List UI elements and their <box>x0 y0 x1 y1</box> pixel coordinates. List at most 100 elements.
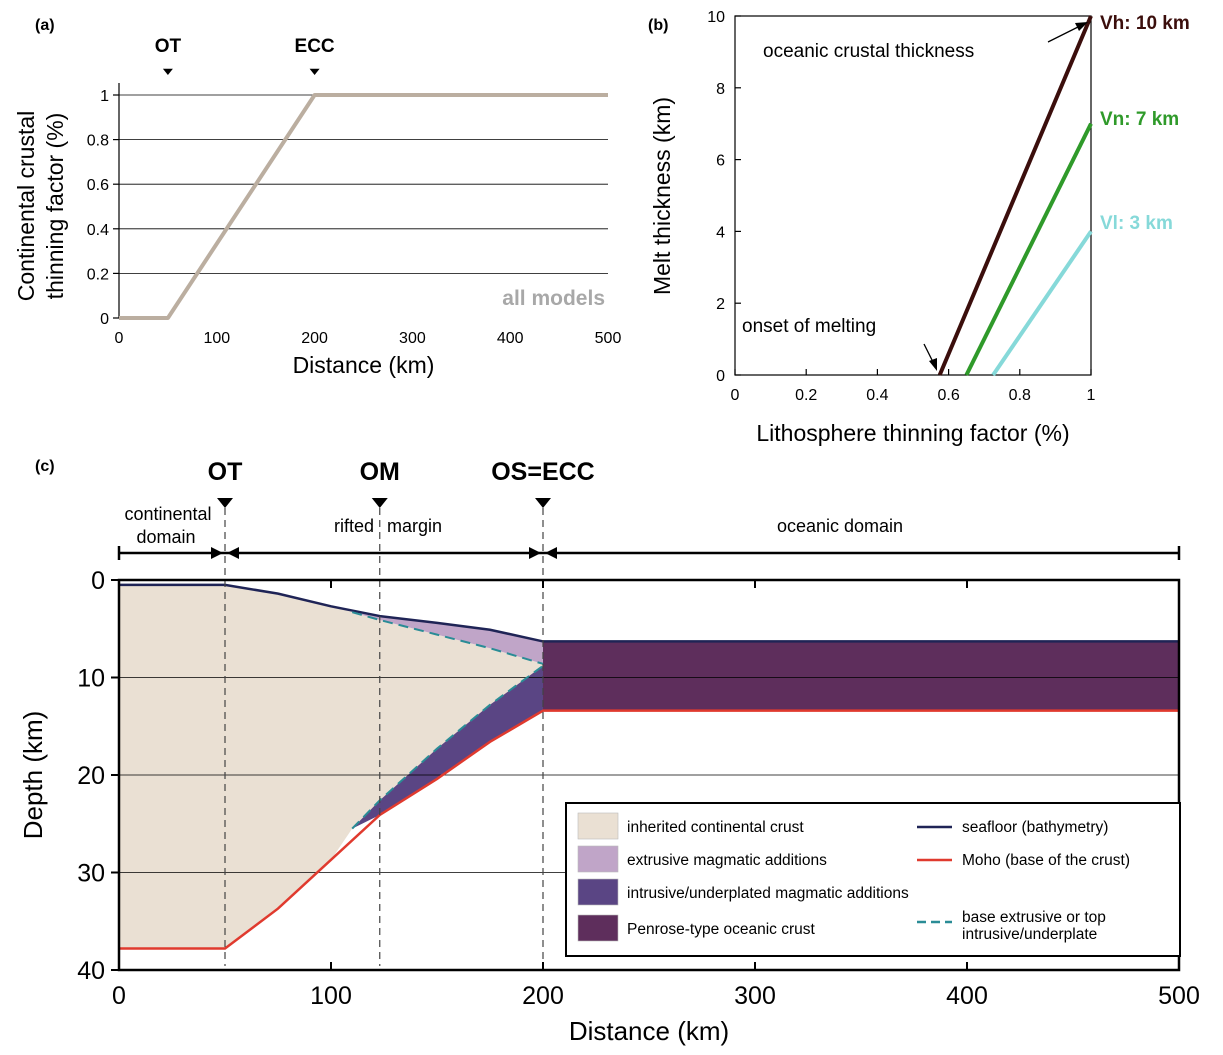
panel-b-y-tick-label: 4 <box>716 224 725 241</box>
legend-label: Penrose-type oceanic crust <box>627 921 816 938</box>
panel-b: (b) 0 2 4 6 8 10 0 0.2 0.4 0.6 0.8 1 Vh: 10 km Vn: 7 k… <box>648 9 1190 446</box>
legend-label: Moho (base of the crust) <box>962 852 1130 869</box>
domain-bar-arrowhead <box>211 547 223 559</box>
panel-c-marker-arrow <box>217 498 233 508</box>
panel-a-y-tick-label: 0.4 <box>87 222 109 239</box>
legend-label: intrusive/underplate <box>962 926 1097 943</box>
panel-a-y-tick-label: 0.6 <box>87 177 109 194</box>
panel-b-series-label: Vn: 7 km <box>1100 109 1179 130</box>
panel-a-x-tick-label: 400 <box>497 330 524 347</box>
panel-b-series-label: Vh: 10 km <box>1100 13 1190 34</box>
legend-label: seafloor (bathymetry) <box>962 819 1108 836</box>
domain-label: margin <box>387 516 442 536</box>
legend-swatch <box>577 845 619 873</box>
domain-bar-arrowhead <box>545 547 557 559</box>
panel-b-annotation-arrow <box>1047 26 1079 43</box>
panel-a-x-axis-label: Distance (km) <box>293 352 435 378</box>
panel-b-y-tick-label: 10 <box>707 9 725 26</box>
legend-box <box>565 802 1181 957</box>
panel-a-x-tick-label: 0 <box>115 330 124 347</box>
domain-bar-arrowhead <box>529 547 541 559</box>
legend-label: base extrusive or top <box>962 909 1106 926</box>
panel-c-x-tick-label: 200 <box>522 982 564 1010</box>
panel-b-x-tick-label: 0.2 <box>795 387 817 404</box>
panel-b-label: (b) <box>648 17 668 34</box>
panel-b-x-tick-label: 0.6 <box>937 387 959 404</box>
panel-a-series-line <box>119 93 608 320</box>
panel-b-annotation-arrowhead <box>1075 22 1088 31</box>
domain-label: domain <box>136 527 195 547</box>
panel-c-x-tick-label: 500 <box>1158 982 1200 1010</box>
panel-b-x-tick-label: 0.8 <box>1009 387 1031 404</box>
panel-c-label: (c) <box>35 458 55 475</box>
panel-c-x-axis-label: Distance (km) <box>569 1016 729 1046</box>
panel-b-frame <box>734 15 1092 376</box>
panel-b-y-tick-label: 8 <box>716 81 725 98</box>
intrusive-additions-area <box>352 665 543 829</box>
domain-label: rifted <box>334 516 374 536</box>
top-intrusive-line <box>351 664 544 830</box>
panel-a-y-axis-label-line2: thinning factor (%) <box>42 113 68 300</box>
panel-c-marker-label: OT <box>208 458 243 486</box>
legend-label: intrusive/underplated magmatic additions <box>627 885 909 902</box>
legend-swatch <box>577 914 619 942</box>
panel-b-series-line <box>991 230 1093 377</box>
panel-c-y-axis-label: Depth (km) <box>18 711 48 840</box>
panel-a-marker-label: ECC <box>295 36 335 57</box>
panel-a-x-tick-label: 100 <box>203 330 230 347</box>
panel-a-marker-arrow <box>162 68 173 75</box>
legend-swatch <box>577 878 619 906</box>
panel-c-marker-arrow <box>371 498 388 508</box>
panel-c-y-tick-label: 40 <box>77 957 105 985</box>
panel-b-series-label: Vl: 3 km <box>1100 213 1173 234</box>
panel-b-onset-arrowhead <box>929 358 937 371</box>
panel-c-marker-label: OM <box>360 458 400 486</box>
panel-b-x-tick-label: 0 <box>731 387 740 404</box>
domain-label: oceanic domain <box>777 516 903 536</box>
panel-a-y-axis-label-line1: Continental crustal <box>13 111 39 302</box>
domain-bar-arrowhead <box>227 547 239 559</box>
panel-c-marker-arrow <box>535 498 551 508</box>
panel-b-series-line <box>937 15 1093 376</box>
panel-c-legend: inherited continental crust extrusive mag… <box>565 802 1181 957</box>
panel-a-marker-label: OT <box>155 36 182 57</box>
domain-label: continental <box>124 504 211 524</box>
panel-a-y-tick-label: 0.2 <box>87 266 109 283</box>
panel-a-annotation: all models <box>502 287 605 310</box>
panel-b-y-tick-label: 0 <box>716 368 725 385</box>
panel-a-y-tick-label: 0 <box>100 311 109 328</box>
panel-c-marker-label: OS=ECC <box>491 458 595 486</box>
panel-b-y-tick-label: 2 <box>716 296 725 313</box>
panel-a-x-tick-label: 500 <box>595 330 622 347</box>
panel-a-x-tick-label: 300 <box>399 330 426 347</box>
panel-b-annotation-crust: oceanic crustal thickness <box>763 41 974 62</box>
panel-a-marker-arrow <box>309 68 320 75</box>
oceanic-crust-area <box>543 641 1179 711</box>
panel-c-y-tick-label: 30 <box>77 860 105 888</box>
panel-b-annotation-onset: onset of melting <box>742 316 876 337</box>
panel-b-x-tick-label: 1 <box>1087 387 1096 404</box>
legend-label: extrusive magmatic additions <box>627 852 827 869</box>
panel-c-y-tick-label: 20 <box>77 762 105 790</box>
panel-c: (c) OT OM OS=ECC continental domain rifted marg… <box>18 458 1200 1046</box>
panel-b-x-axis-label: Lithosphere thinning factor (%) <box>756 420 1069 446</box>
panel-c-x-tick-label: 0 <box>112 982 126 1010</box>
panel-c-x-tick-label: 400 <box>946 982 988 1010</box>
panel-b-x-tick-label: 0.4 <box>866 387 888 404</box>
legend-swatch <box>577 812 619 840</box>
base-extrusive-line <box>351 611 544 665</box>
legend-label: inherited continental crust <box>627 819 804 836</box>
panel-b-onset-arrow <box>923 343 934 363</box>
panel-c-y-tick-label: 10 <box>77 665 105 693</box>
panel-a-y-tick-label: 0.8 <box>87 133 109 150</box>
panel-a-x-tick-label: 200 <box>301 330 328 347</box>
panel-a-y-tick-label: 1 <box>100 88 109 105</box>
panel-c-x-tick-label: 300 <box>734 982 776 1010</box>
panel-c-x-tick-label: 100 <box>310 982 352 1010</box>
panel-b-series-line <box>964 122 1093 376</box>
panel-c-y-tick-label: 0 <box>91 567 105 595</box>
panel-b-y-tick-label: 6 <box>716 153 725 170</box>
panel-a: (a) 0 0.2 0.4 0.6 0.8 1 0 100 200 300 400 500 OT ECC al… <box>13 17 621 378</box>
panel-b-y-axis-label: Melt thickness (km) <box>649 97 675 295</box>
